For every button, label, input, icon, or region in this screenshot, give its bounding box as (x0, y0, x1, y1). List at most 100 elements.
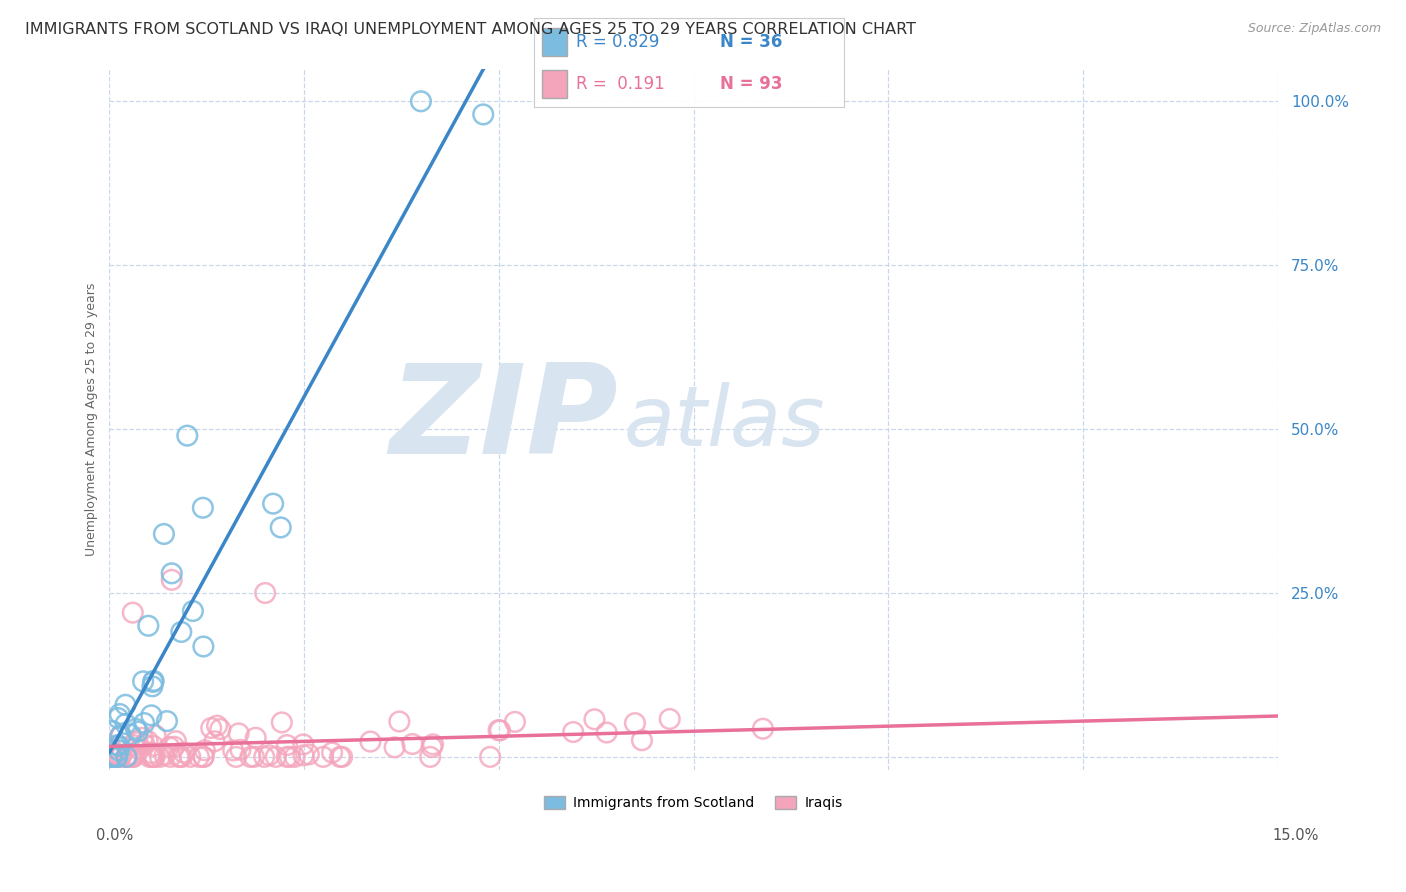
Point (257, 748, 280, 763)
Point (124, 735, 146, 749)
Point (142, 673, 165, 688)
Text: IMMIGRANTS FROM SCOTLAND VS IRAQI UNEMPLOYMENT AMONG AGES 25 TO 29 YEARS CORRELA: IMMIGRANTS FROM SCOTLAND VS IRAQI UNEMPL… (25, 22, 917, 37)
Point (170, 624, 193, 639)
Point (163, 739, 186, 754)
Point (153, 748, 176, 763)
Point (276, 750, 298, 764)
Point (359, 734, 381, 748)
Point (160, 573, 183, 587)
Point (409, 95, 432, 109)
Point (401, 737, 423, 751)
Point (134, 737, 156, 751)
Point (276, 738, 298, 752)
Point (312, 750, 335, 764)
Point (149, 750, 172, 764)
Point (262, 497, 284, 511)
Point (134, 716, 156, 731)
Point (127, 724, 149, 739)
Point (105, 738, 128, 752)
Point (596, 725, 619, 739)
Point (624, 716, 647, 731)
Point (142, 750, 165, 764)
Point (111, 748, 134, 763)
Point (191, 500, 214, 515)
Point (292, 748, 315, 763)
Point (583, 712, 606, 726)
Point (157, 739, 180, 754)
Point (658, 712, 681, 726)
Point (254, 586, 277, 600)
Point (329, 750, 352, 764)
Point (228, 726, 250, 740)
Point (173, 746, 195, 760)
Point (264, 750, 287, 764)
Point (141, 679, 163, 693)
Point (122, 738, 145, 752)
Point (187, 750, 209, 764)
Point (100, 740, 122, 755)
Point (121, 606, 143, 620)
Point (108, 730, 131, 744)
Text: ZIP: ZIP (389, 359, 617, 480)
Point (101, 724, 124, 739)
Point (488, 723, 510, 738)
Point (107, 750, 129, 764)
Point (284, 750, 307, 764)
Point (142, 739, 165, 753)
Point (141, 746, 163, 760)
Point (125, 722, 148, 736)
Point (160, 566, 183, 581)
Point (330, 750, 353, 764)
Point (131, 731, 153, 745)
Point (128, 742, 150, 756)
Point (752, 722, 775, 736)
Point (120, 750, 142, 764)
Point (115, 750, 138, 764)
Point (562, 725, 585, 739)
Point (479, 750, 502, 764)
Point (193, 640, 215, 654)
Point (253, 750, 276, 764)
Point (165, 734, 187, 748)
Text: 0.0%: 0.0% (96, 829, 132, 843)
Text: atlas: atlas (623, 383, 825, 463)
Point (107, 711, 129, 725)
Point (489, 723, 512, 738)
Point (104, 748, 127, 763)
Point (105, 750, 128, 764)
Point (100, 750, 122, 764)
Point (153, 527, 176, 541)
Point (239, 750, 262, 764)
Point (321, 746, 343, 760)
Point (145, 729, 167, 743)
Text: R = 0.829: R = 0.829 (576, 33, 659, 51)
Point (132, 674, 155, 689)
Point (100, 750, 122, 764)
Point (120, 728, 142, 742)
Point (100, 750, 122, 764)
Point (142, 750, 165, 764)
Point (159, 750, 181, 764)
Point (270, 520, 292, 534)
Point (103, 746, 125, 760)
Point (245, 731, 267, 745)
Point (122, 750, 145, 764)
Point (114, 750, 136, 764)
Point (388, 714, 411, 729)
Point (205, 718, 228, 732)
Point (142, 675, 165, 690)
Text: Source: ZipAtlas.com: Source: ZipAtlas.com (1247, 22, 1381, 36)
Point (243, 750, 266, 764)
Point (422, 737, 444, 751)
Point (292, 738, 315, 752)
Point (108, 707, 131, 722)
Point (141, 708, 163, 723)
Point (172, 750, 194, 764)
Point (209, 722, 232, 736)
Point (138, 619, 160, 633)
Text: N = 93: N = 93 (720, 75, 782, 93)
Point (503, 714, 526, 729)
Point (110, 729, 132, 743)
Point (631, 733, 654, 747)
Text: R =  0.191: R = 0.191 (576, 75, 665, 93)
